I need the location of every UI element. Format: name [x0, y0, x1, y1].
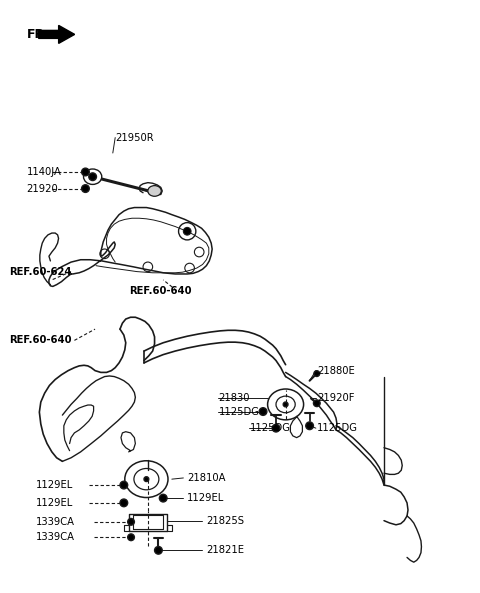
Text: REF.60-640: REF.60-640 [10, 336, 72, 345]
Circle shape [314, 371, 320, 377]
Circle shape [306, 422, 313, 429]
Circle shape [128, 518, 134, 525]
Text: 1339CA: 1339CA [36, 533, 75, 542]
Circle shape [120, 482, 128, 489]
Text: 21810A: 21810A [187, 473, 226, 483]
Text: 21920: 21920 [26, 184, 58, 193]
Circle shape [128, 534, 134, 541]
Text: 21920F: 21920F [317, 394, 354, 403]
Text: 1125DG: 1125DG [250, 423, 290, 433]
Circle shape [144, 477, 149, 482]
Text: REF.60-624: REF.60-624 [10, 267, 72, 276]
Circle shape [313, 400, 320, 407]
Text: 21830: 21830 [218, 394, 250, 403]
Text: 1125DG: 1125DG [218, 407, 259, 416]
Ellipse shape [148, 186, 161, 196]
Circle shape [155, 547, 162, 554]
Circle shape [159, 495, 167, 502]
Text: 21821E: 21821E [206, 546, 244, 555]
Circle shape [82, 185, 89, 192]
Circle shape [89, 173, 96, 180]
Text: 21825S: 21825S [206, 516, 244, 525]
Text: 1129EL: 1129EL [36, 498, 73, 508]
Text: 1339CA: 1339CA [36, 517, 75, 527]
Ellipse shape [84, 169, 102, 184]
Text: FR.: FR. [26, 28, 49, 41]
Text: 21880E: 21880E [317, 366, 355, 375]
Circle shape [183, 228, 191, 235]
Circle shape [82, 168, 89, 176]
Text: REF.60-640: REF.60-640 [130, 286, 192, 295]
Circle shape [283, 402, 288, 407]
Text: 21950R: 21950R [115, 133, 154, 142]
Circle shape [272, 425, 280, 432]
Circle shape [259, 408, 267, 415]
Text: 1129EL: 1129EL [187, 493, 225, 503]
Text: 1140JA: 1140JA [26, 167, 61, 177]
Circle shape [120, 499, 128, 506]
Text: 1125DG: 1125DG [317, 423, 358, 433]
Polygon shape [38, 25, 75, 43]
Text: 1129EL: 1129EL [36, 480, 73, 490]
